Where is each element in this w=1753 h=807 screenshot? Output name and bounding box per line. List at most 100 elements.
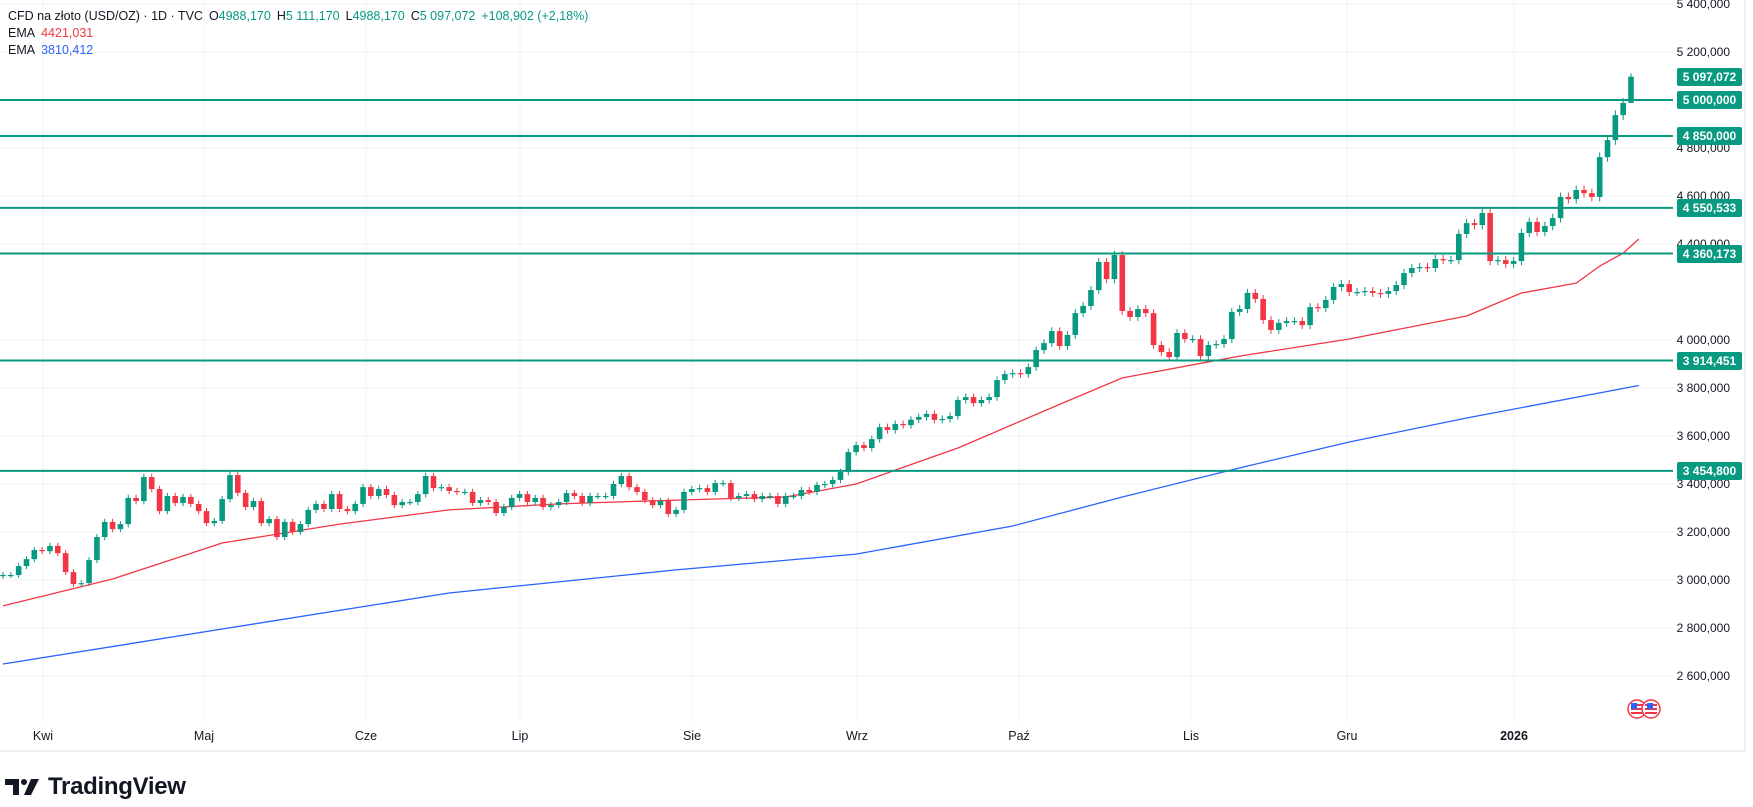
- candle: [39, 547, 45, 555]
- candle-body-down: [203, 511, 210, 524]
- candle-body-down: [70, 572, 77, 585]
- candle: [164, 492, 171, 515]
- candle: [1401, 268, 1407, 290]
- candle-body-down: [1299, 321, 1306, 326]
- candle: [1307, 303, 1313, 330]
- candle: [1377, 288, 1384, 298]
- candle: [156, 485, 163, 515]
- candle: [712, 479, 719, 496]
- candle: [344, 505, 351, 515]
- price-tick-label: 2 600,000: [1676, 669, 1730, 683]
- candle-body-up: [94, 537, 100, 561]
- candle-body-down: [274, 519, 280, 538]
- candle-body-up: [688, 489, 695, 492]
- candle: [1502, 255, 1509, 269]
- candle: [1581, 185, 1587, 198]
- symbol-title[interactable]: CFD na złoto (USD/OZ) · 1D · TVC: [8, 9, 203, 23]
- candle: [313, 500, 319, 514]
- level-price-tag: 4 850,000: [1677, 127, 1742, 145]
- candle: [422, 472, 429, 498]
- candle: [579, 492, 585, 507]
- candle-body-down: [430, 476, 437, 489]
- candle-body-up: [696, 488, 703, 490]
- candle: [203, 508, 210, 527]
- candle-body-up: [1518, 232, 1525, 262]
- time-tick-label: Lis: [1183, 729, 1199, 743]
- candle: [1056, 327, 1063, 350]
- candle: [274, 515, 280, 541]
- candle: [563, 489, 570, 506]
- candle: [133, 494, 139, 505]
- us-flag-icon[interactable]: [1641, 699, 1661, 719]
- candle: [1448, 255, 1454, 265]
- candle: [1158, 341, 1165, 356]
- low-value: 4988,170: [352, 9, 405, 23]
- candle: [1416, 262, 1423, 273]
- candle: [1573, 185, 1580, 204]
- candle-body-up: [1111, 255, 1118, 280]
- candle: [1252, 288, 1259, 303]
- candle-body-down: [1471, 223, 1478, 226]
- candle-body-up: [516, 494, 523, 498]
- close-label: C: [410, 9, 420, 23]
- candle: [532, 494, 539, 506]
- candle: [1479, 208, 1486, 230]
- candle: [461, 488, 468, 496]
- candle-body-up: [297, 524, 304, 532]
- candle-body-up: [1080, 305, 1086, 314]
- candle: [814, 481, 820, 496]
- candle: [258, 497, 265, 527]
- legend-ema2-row[interactable]: EMA 3810,412: [8, 42, 588, 59]
- candle: [868, 435, 875, 452]
- candle-body-down: [1534, 221, 1540, 232]
- candle: [125, 494, 132, 528]
- candle: [321, 500, 327, 513]
- us-flag-event-icons[interactable]: [1627, 699, 1663, 719]
- candle-body-up: [563, 493, 570, 502]
- price-chart[interactable]: [0, 0, 1746, 752]
- candle: [1596, 152, 1603, 202]
- open-label: O: [208, 9, 219, 23]
- candle-body-down: [289, 521, 296, 532]
- candle-body-up: [876, 427, 883, 440]
- price-tick-label: 3 200,000: [1676, 525, 1730, 539]
- candle: [978, 396, 985, 407]
- candle: [148, 473, 155, 493]
- time-tick-label: Paź: [1008, 729, 1030, 743]
- candle: [1221, 335, 1227, 348]
- candle: [1189, 335, 1196, 343]
- price-tick-label: 3 400,000: [1676, 477, 1730, 491]
- candle: [798, 486, 805, 500]
- candle-body-up: [1025, 367, 1032, 375]
- tradingview-logo[interactable]: TradingView: [5, 773, 186, 801]
- candle: [853, 441, 859, 456]
- candle-body-down: [1589, 193, 1595, 197]
- candle: [634, 483, 640, 496]
- candle-body-down: [579, 496, 585, 503]
- candle: [931, 410, 938, 424]
- candle: [1369, 287, 1376, 297]
- candle-body-up: [915, 417, 922, 420]
- candle: [172, 492, 178, 507]
- candle: [211, 517, 218, 527]
- candle: [383, 485, 390, 499]
- candle: [1534, 217, 1540, 237]
- candle-body-down: [634, 487, 640, 492]
- candle-body-down: [970, 397, 977, 404]
- open-value: 4988,170: [218, 9, 271, 23]
- candle-body-down: [1369, 291, 1376, 293]
- candle-body-down: [493, 502, 499, 514]
- candle: [305, 506, 312, 528]
- candle-body-down: [446, 487, 452, 491]
- candle-body-up: [720, 483, 726, 485]
- level-price-tag: 3 914,451: [1677, 351, 1742, 370]
- candle-body-up: [501, 507, 507, 514]
- candle: [1197, 335, 1204, 360]
- legend-ema1-row[interactable]: EMA 4421,031: [8, 25, 588, 42]
- candle: [923, 410, 930, 421]
- candle-body-up: [673, 509, 679, 514]
- candle: [1049, 327, 1055, 347]
- tradingview-logo-icon: [5, 779, 39, 795]
- candle-body-up: [939, 418, 946, 421]
